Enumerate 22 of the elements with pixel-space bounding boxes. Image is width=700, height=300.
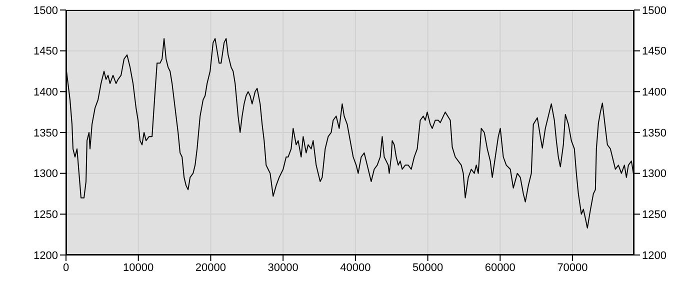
x-tick-label: 40000 [340,262,371,274]
y2-tick-label: 1450 [642,46,666,58]
y2-tick-label: 1350 [642,127,666,140]
y-tick-label: 1400 [34,86,58,99]
x-tick-label: 30000 [268,262,298,274]
y-tick-label: 1250 [34,209,58,222]
x-tick-label: 60000 [484,262,516,274]
y-tick-label: 1200 [34,250,58,262]
y2-tick-label: 1250 [642,209,666,222]
x-tick-label: 10000 [123,262,154,274]
x-tick-label: 70000 [557,262,588,274]
y-tick-label: 1300 [34,168,58,180]
y2-tick-label: 1500 [642,4,666,17]
y2-tick-label: 1300 [642,168,666,180]
y-tick-label: 1500 [34,4,58,17]
y2-tick-label: 1400 [642,86,666,99]
x-tick-label: 0 [62,262,70,274]
y-tick-label: 1350 [34,127,58,140]
y2-tick-label: 1200 [642,250,666,262]
y-tick-label: 1450 [34,46,58,58]
x-tick-label: 20000 [195,262,226,274]
x-tick-label: 50000 [412,262,444,274]
